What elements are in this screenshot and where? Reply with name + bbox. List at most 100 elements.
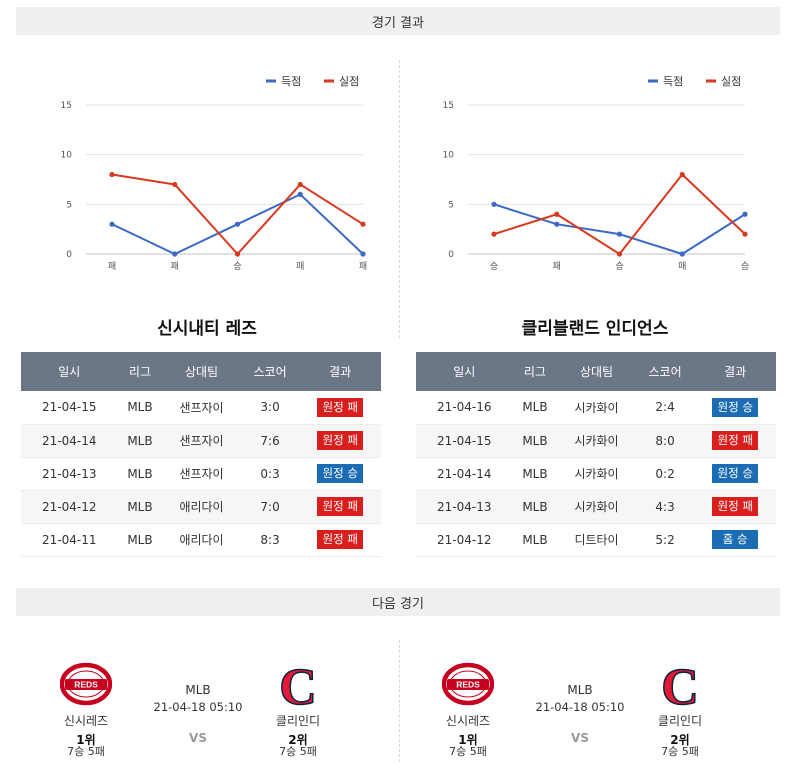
away-team-record: 7승 5패	[661, 745, 699, 758]
reds-logo: REDS	[60, 662, 112, 706]
cell-opponent: 샌프자이	[162, 391, 241, 425]
result-badge: 원정 패	[317, 431, 364, 450]
cell-league: MLB	[512, 457, 558, 491]
chart-reds-svg: 0 5 10 15 패 패 승 패 패 득점 실점	[61, 75, 368, 272]
header-result: 결과	[299, 352, 381, 391]
data-point	[554, 211, 560, 217]
x-tick-label: 승	[233, 261, 241, 272]
legend-label[interactable]: 득점	[663, 75, 683, 88]
home-team-record: 7승 5패	[449, 745, 487, 758]
result-badge: 원정 패	[317, 397, 364, 417]
legend-label[interactable]: 실점	[721, 75, 741, 88]
svg-text:C: C	[279, 660, 317, 708]
cell-date: 21-04-11	[21, 523, 118, 557]
match-datetime: 21-04-18 05:10	[153, 700, 243, 714]
result-badge: 원정 패	[317, 497, 364, 516]
data-point	[234, 251, 241, 257]
cell-score: 5:2	[635, 523, 695, 557]
data-point	[679, 171, 685, 178]
table-header-row: 일시 리그 상대팀 스코어 결과	[21, 352, 381, 391]
data-point	[109, 221, 115, 227]
cell-opponent: 시카화이	[557, 391, 636, 425]
y-tick-label: 0	[66, 250, 72, 260]
away-team-rank: 2위	[670, 733, 690, 747]
header-result: 결과	[694, 352, 776, 391]
table-row: 21-04-12 MLB 애리다이 7:0 원정 패	[21, 490, 381, 524]
table-header-row: 일시 리그 상대팀 스코어 결과	[416, 352, 776, 391]
svg-text:REDS: REDS	[74, 680, 98, 690]
chart-reds-recent: 0 5 10 15 패 패 승 패 패 득점 실점	[40, 60, 390, 285]
svg-text:REDS: REDS	[456, 680, 480, 690]
svg-text:C: C	[661, 660, 699, 708]
cell-opponent: 애리다이	[162, 490, 241, 524]
cell-score: 8:0	[635, 424, 695, 458]
legend-label[interactable]: 득점	[281, 75, 301, 88]
data-point	[360, 221, 366, 227]
home-team-rank: 1위	[458, 733, 478, 747]
header-opponent: 상대팀	[162, 352, 241, 391]
x-tick-label: 패	[108, 261, 116, 272]
cell-date: 21-04-13	[416, 490, 513, 524]
cell-date: 21-04-13	[21, 457, 118, 491]
data-point	[554, 221, 560, 227]
team-title-reds: 신시내티 레즈	[157, 319, 257, 339]
cell-result: 원정 패	[299, 424, 381, 458]
result-badge: 원정 승	[712, 397, 759, 417]
table-row: 21-04-15 MLB 샌프자이 3:0 원정 패	[21, 391, 381, 425]
next-match-card: REDS 신시레즈 1위 7승 5패 MLB 21-04-18 05:10 VS…	[400, 660, 730, 760]
cell-league: MLB	[512, 523, 558, 557]
match-league: MLB	[567, 683, 593, 697]
table-row: 21-04-15 MLB 시카화이 8:0 원정 패	[416, 424, 776, 458]
table-row: 21-04-11 MLB 애리다이 8:3 원정 패	[21, 523, 381, 557]
cell-result: 원정 패	[299, 523, 381, 557]
cell-result: 원정 승	[694, 457, 776, 491]
match-datetime: 21-04-18 05:10	[535, 700, 625, 714]
data-point	[297, 181, 303, 188]
cell-result: 원정 패	[694, 490, 776, 524]
cleveland-logo: C	[278, 660, 317, 708]
data-point	[616, 251, 623, 257]
cell-opponent: 시카화이	[557, 490, 636, 524]
cell-score: 7:6	[240, 424, 300, 458]
x-tick-label: 패	[171, 261, 179, 272]
x-tick-label: 승	[615, 261, 623, 272]
header-date: 일시	[416, 352, 513, 391]
team-title-cleveland: 클리블랜드 인디언스	[521, 319, 669, 339]
chart-cleveland-svg: 0 5 10 15 승 패 승 패 승 득점 실점	[443, 75, 750, 272]
cell-league: MLB	[117, 424, 163, 458]
table-row: 21-04-14 MLB 시카화이 0:2 원정 승	[416, 457, 776, 491]
away-team-rank: 2위	[288, 733, 308, 747]
cleveland-logo: C	[660, 660, 699, 708]
cell-league: MLB	[512, 391, 558, 425]
cell-date: 21-04-12	[416, 523, 513, 557]
y-tick-label: 15	[61, 101, 72, 111]
legend-label[interactable]: 실점	[339, 75, 359, 88]
cell-league: MLB	[512, 424, 558, 458]
data-point	[297, 191, 303, 197]
y-tick-label: 10	[61, 151, 73, 161]
data-point	[742, 231, 748, 237]
cell-score: 0:2	[635, 457, 695, 491]
cell-result: 원정 패	[694, 424, 776, 458]
results-table-body: 21-04-16 MLB 시카화이 2:4 원정 승 21-04-15 MLB 시카화이 8:0…	[416, 391, 776, 557]
data-point	[742, 211, 748, 217]
cell-league: MLB	[117, 523, 163, 557]
table-row: 21-04-14 MLB 샌프자이 7:6 원정 패	[21, 424, 381, 458]
cell-opponent: 애리다이	[162, 523, 241, 557]
data-point	[616, 231, 623, 237]
cell-opponent: 디트타이	[557, 523, 636, 557]
cell-score: 4:3	[635, 490, 695, 524]
away-team-name: 클리인디	[275, 714, 321, 728]
next-match-card: REDS 신시레즈 1위 7승 5패 MLB 21-04-18 05:10 VS…	[18, 660, 348, 760]
y-tick-label: 15	[443, 101, 454, 111]
cell-result: 원정 패	[299, 391, 381, 425]
data-point	[109, 171, 115, 178]
results-section-title-text: 경기 결과	[372, 15, 424, 31]
result-badge: 홈 승	[712, 530, 759, 549]
home-team-record: 7승 5패	[67, 745, 105, 758]
vs-label: VS	[189, 731, 207, 745]
match-league: MLB	[185, 683, 211, 697]
column-divider-bottom	[399, 640, 400, 762]
cell-date: 21-04-15	[21, 391, 118, 425]
